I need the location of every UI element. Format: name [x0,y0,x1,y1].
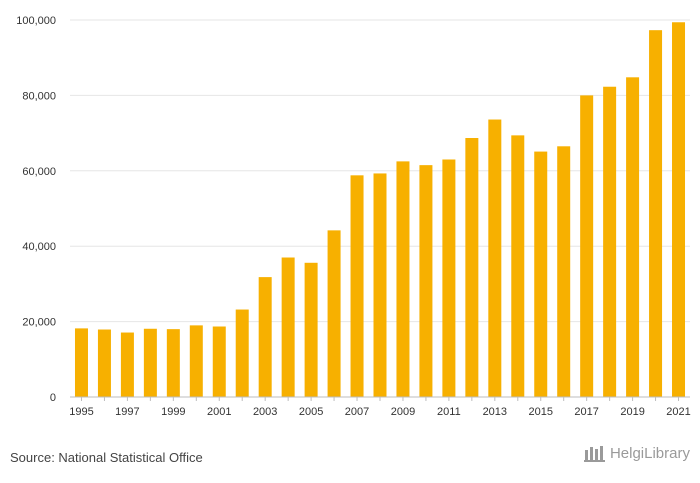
x-tick-label: 2019 [620,406,644,418]
bar-1996[interactable] [97,329,111,397]
y-tick-label: 80,000 [22,90,56,102]
bar-1999[interactable] [166,329,180,397]
bar-2012[interactable] [465,138,479,397]
bar-2000[interactable] [189,325,203,397]
bar-2013[interactable] [488,119,502,397]
bars [74,22,686,398]
bar-2010[interactable] [419,165,433,397]
x-tick-label: 1995 [69,406,93,418]
bar-2008[interactable] [373,173,387,397]
x-tick-label: 2021 [666,406,690,418]
bar-2019[interactable] [626,77,640,397]
bar-2001[interactable] [212,326,226,397]
x-tick-label: 2005 [299,406,323,418]
bar-2016[interactable] [557,146,571,397]
bar-2004[interactable] [281,257,295,397]
bar-2003[interactable] [258,277,272,397]
y-tick-label: 100,000 [16,15,56,27]
y-tick-label: 60,000 [22,166,56,178]
bar-chart: 0 20,000 40,000 60,000 80,000 100,000 1995 1997… [16,15,691,418]
bar-2021[interactable] [672,22,686,398]
logo-text: HelgiLibrary [609,444,690,462]
bar-2017[interactable] [580,95,594,398]
bar-1998[interactable] [143,328,157,397]
helgilibrary-logo[interactable]: HelgiLibrary [583,444,690,462]
x-tick-label: 2009 [391,406,415,418]
x-tick-label: 2003 [253,406,277,418]
bar-2009[interactable] [396,161,410,397]
x-tick-label: 2017 [574,406,598,418]
x-tick-label: 1997 [115,406,139,418]
y-tick-label: 40,000 [22,241,56,253]
source-note: Source: National Statistical Office [10,450,203,465]
bar-2015[interactable] [534,151,548,397]
x-tick-label: 2011 [437,406,461,418]
x-tick-label: 2001 [207,406,231,418]
x-tick-label: 2007 [345,406,369,418]
x-tick-label: 2013 [483,406,507,418]
bar-2011[interactable] [442,159,456,397]
footer: Source: National Statistical Office Helg… [0,436,700,483]
y-tick-label: 20,000 [22,317,56,329]
bar-2014[interactable] [511,135,525,397]
x-tick-label: 2015 [528,406,552,418]
bar-2007[interactable] [350,175,364,397]
bar-2005[interactable] [304,262,318,397]
bar-1997[interactable] [120,332,134,397]
bar-2002[interactable] [235,309,249,397]
bar-2020[interactable] [649,30,663,397]
y-tick-label: 0 [50,392,56,404]
x-tick-label: 1999 [161,406,185,418]
library-icon [583,446,605,462]
bar-2006[interactable] [327,230,341,397]
axes: 0 20,000 40,000 60,000 80,000 100,000 1995 1997… [16,15,691,418]
bar-1995[interactable] [74,328,88,397]
bar-2018[interactable] [603,86,617,397]
